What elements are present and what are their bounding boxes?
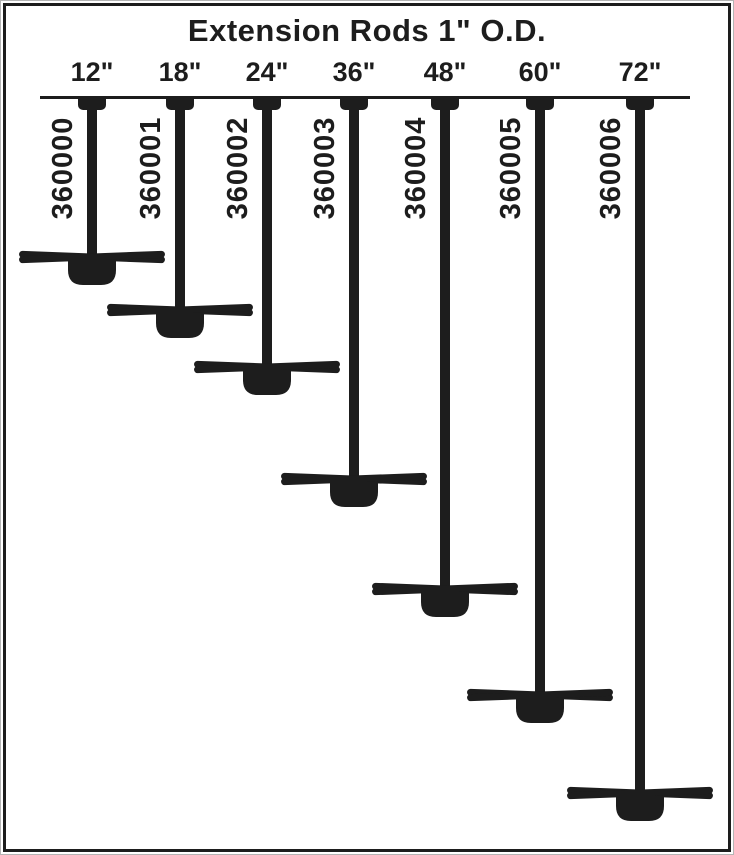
fan-blade [281, 472, 427, 486]
fan-motor [243, 370, 291, 395]
fan-icon [467, 688, 613, 723]
rod-line [535, 97, 545, 695]
part-number-label: 360000 [47, 116, 79, 220]
rod-line [262, 97, 272, 367]
diagram-border [3, 3, 731, 852]
fan-blade [194, 360, 340, 374]
fan-motor [616, 796, 664, 821]
rod-length-label: 60" [518, 57, 562, 87]
fan-blade [567, 786, 713, 800]
part-number-label: 360003 [309, 116, 341, 220]
fan-motor [516, 698, 564, 723]
rod-length-label: 24" [245, 57, 289, 87]
fan-motor [68, 260, 116, 285]
rod-length-label: 72" [618, 57, 662, 87]
fan-icon [372, 582, 518, 617]
rod-line [175, 97, 185, 310]
fan-blade [107, 303, 253, 317]
rod-length-label: 36" [332, 57, 376, 87]
diagram-title: Extension Rods 1" O.D. [187, 13, 547, 48]
rod-line [440, 97, 450, 589]
fan-blade [372, 582, 518, 596]
rod-line [635, 97, 645, 793]
rod-line [349, 97, 359, 479]
rod-line [87, 97, 97, 257]
fan-motor [421, 592, 469, 617]
fan-icon [567, 786, 713, 821]
fan-icon [281, 472, 427, 507]
fan-motor [156, 313, 204, 338]
rod-length-label: 12" [70, 57, 114, 87]
rod-length-label: 48" [423, 57, 467, 87]
fan-icon [107, 303, 253, 338]
fan-motor [330, 482, 378, 507]
part-number-label: 360005 [495, 116, 527, 220]
part-number-label: 360001 [135, 116, 167, 220]
fan-blade [467, 688, 613, 702]
fan-icon [19, 250, 165, 285]
part-number-label: 360004 [400, 116, 432, 220]
rod-length-label: 18" [158, 57, 202, 87]
part-number-label: 360002 [222, 116, 254, 220]
part-number-label: 360006 [595, 116, 627, 220]
fan-blade [19, 250, 165, 264]
fan-icon [194, 360, 340, 395]
